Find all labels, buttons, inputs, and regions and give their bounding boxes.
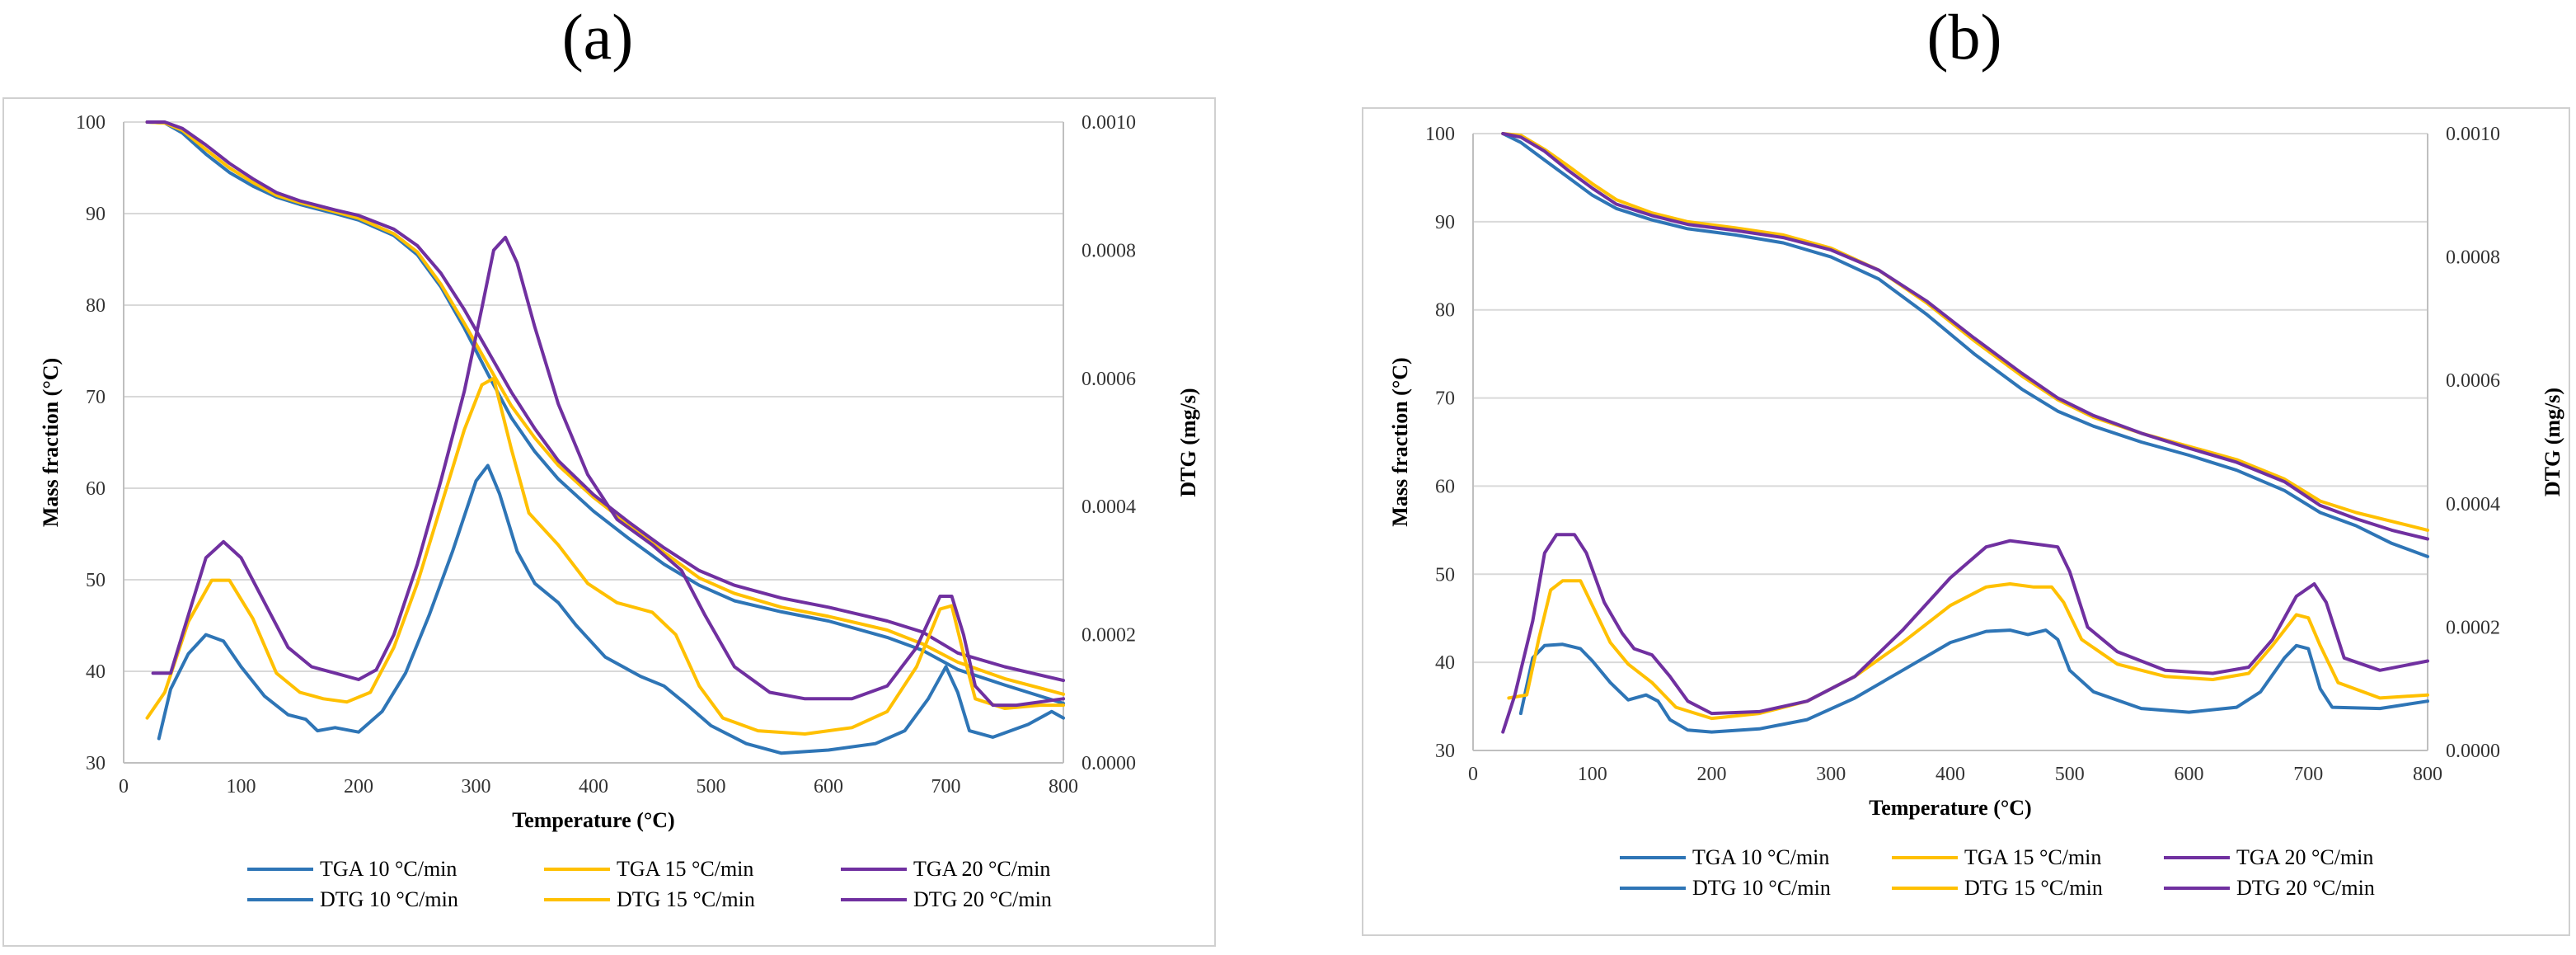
y-tick-label-a: 50: [86, 570, 106, 591]
y-tick-label-b: 30: [1435, 741, 1455, 762]
y-tick-label-a: 100: [76, 112, 106, 134]
series-line-a-0: [145, 120, 1065, 705]
y-tick-label-b: 70: [1435, 388, 1455, 410]
panel-label-b: (b): [1926, 1, 2002, 73]
y2-tick-label-a: 0.0002: [1082, 625, 1136, 647]
legend-label-b-5: DTG 20 °C/min: [2236, 876, 2375, 900]
y2-tick-label-b: 0.0008: [2446, 247, 2500, 269]
y-tick-label-a: 90: [86, 204, 106, 225]
legend-label-b-2: TGA 20 °C/min: [2236, 845, 2373, 869]
legend-label-a-3: DTG 10 °C/min: [320, 887, 458, 911]
y2-tick-label-b: 0.0000: [2446, 741, 2500, 762]
chart-frame-a: [2, 97, 1216, 947]
x-axis-title-b: Temperature (°C): [1869, 796, 2031, 820]
x-tick-label-a: 500: [697, 776, 726, 797]
legend-label-a-2: TGA 20 °C/min: [913, 857, 1050, 881]
y-axis-title-b: Mass fraction (°C): [1388, 357, 1412, 526]
series-line-a-4: [145, 376, 1065, 736]
y2-tick-label-a: 0.0008: [1082, 240, 1136, 261]
y2-tick-label-a: 0.0004: [1082, 496, 1136, 518]
y2-tick-label-b: 0.0002: [2446, 617, 2500, 638]
y2-tick-label-b: 0.0010: [2446, 124, 2500, 145]
series-line-b-2: [1501, 132, 2429, 541]
legend-label-a-1: TGA 15 °C/min: [617, 857, 753, 881]
x-tick-label-b: 600: [2175, 764, 2204, 785]
series-line-b-0: [1501, 132, 2429, 558]
y-tick-label-a: 60: [86, 478, 106, 500]
x-tick-label-b: 0: [1468, 764, 1478, 785]
y-tick-label-b: 40: [1435, 652, 1455, 674]
y2-tick-label-b: 0.0006: [2446, 370, 2500, 392]
y-axis-title-a: Mass fraction (°C): [39, 358, 63, 527]
y-tick-label-a: 40: [86, 661, 106, 683]
y-tick-label-a: 30: [86, 753, 106, 774]
x-tick-label-a: 0: [119, 776, 129, 797]
y2-axis-title-a: DTG (mg/s): [1176, 388, 1200, 496]
x-axis-title-a: Temperature (°C): [512, 808, 674, 832]
y-tick-label-b: 100: [1425, 124, 1455, 145]
x-tick-label-a: 300: [462, 776, 491, 797]
y2-tick-label-b: 0.0004: [2446, 494, 2500, 515]
series-line-a-2: [145, 120, 1065, 683]
legend-label-a-4: DTG 15 °C/min: [617, 887, 755, 911]
y2-tick-label-a: 0.0000: [1082, 753, 1136, 774]
x-tick-label-b: 200: [1697, 764, 1727, 785]
legend-label-a-0: TGA 10 °C/min: [320, 857, 457, 881]
series-line-b-4: [1507, 579, 2429, 721]
x-tick-label-b: 300: [1816, 764, 1846, 785]
x-tick-label-b: 700: [2293, 764, 2323, 785]
x-tick-label-a: 700: [931, 776, 961, 797]
series-line-a-5: [151, 235, 1065, 708]
y-tick-label-b: 90: [1435, 212, 1455, 233]
y-tick-label-b: 60: [1435, 476, 1455, 497]
x-tick-label-a: 200: [344, 776, 373, 797]
y2-axis-title-b: DTG (mg/s): [2541, 388, 2564, 496]
series-line-a-3: [157, 463, 1065, 755]
x-tick-label-b: 500: [2055, 764, 2085, 785]
series-line-b-3: [1518, 628, 2429, 734]
legend-label-b-4: DTG 15 °C/min: [1964, 876, 2103, 900]
panel-label-a: (a): [561, 1, 634, 73]
y-tick-label-a: 70: [86, 387, 106, 408]
y-tick-label-b: 50: [1435, 564, 1455, 586]
y2-tick-label-a: 0.0006: [1082, 369, 1136, 390]
x-tick-label-b: 100: [1578, 764, 1607, 785]
x-tick-label-b: 800: [2413, 764, 2442, 785]
legend-label-b-1: TGA 15 °C/min: [1964, 845, 2101, 869]
y-tick-label-b: 80: [1435, 300, 1455, 322]
x-tick-label-a: 800: [1049, 776, 1078, 797]
y-tick-label-a: 80: [86, 295, 106, 317]
y2-tick-label-a: 0.0010: [1082, 112, 1136, 134]
series-line-a-1: [145, 120, 1065, 696]
legend-label-b-0: TGA 10 °C/min: [1692, 845, 1829, 869]
legend-label-b-3: DTG 10 °C/min: [1692, 876, 1831, 900]
x-tick-label-a: 100: [227, 776, 256, 797]
x-tick-label-a: 600: [814, 776, 843, 797]
chart-frame-b: [1362, 107, 2570, 936]
series-line-b-5: [1501, 533, 2429, 734]
x-tick-label-a: 400: [579, 776, 608, 797]
x-tick-label-b: 400: [1936, 764, 1965, 785]
legend-label-a-5: DTG 20 °C/min: [913, 887, 1052, 911]
